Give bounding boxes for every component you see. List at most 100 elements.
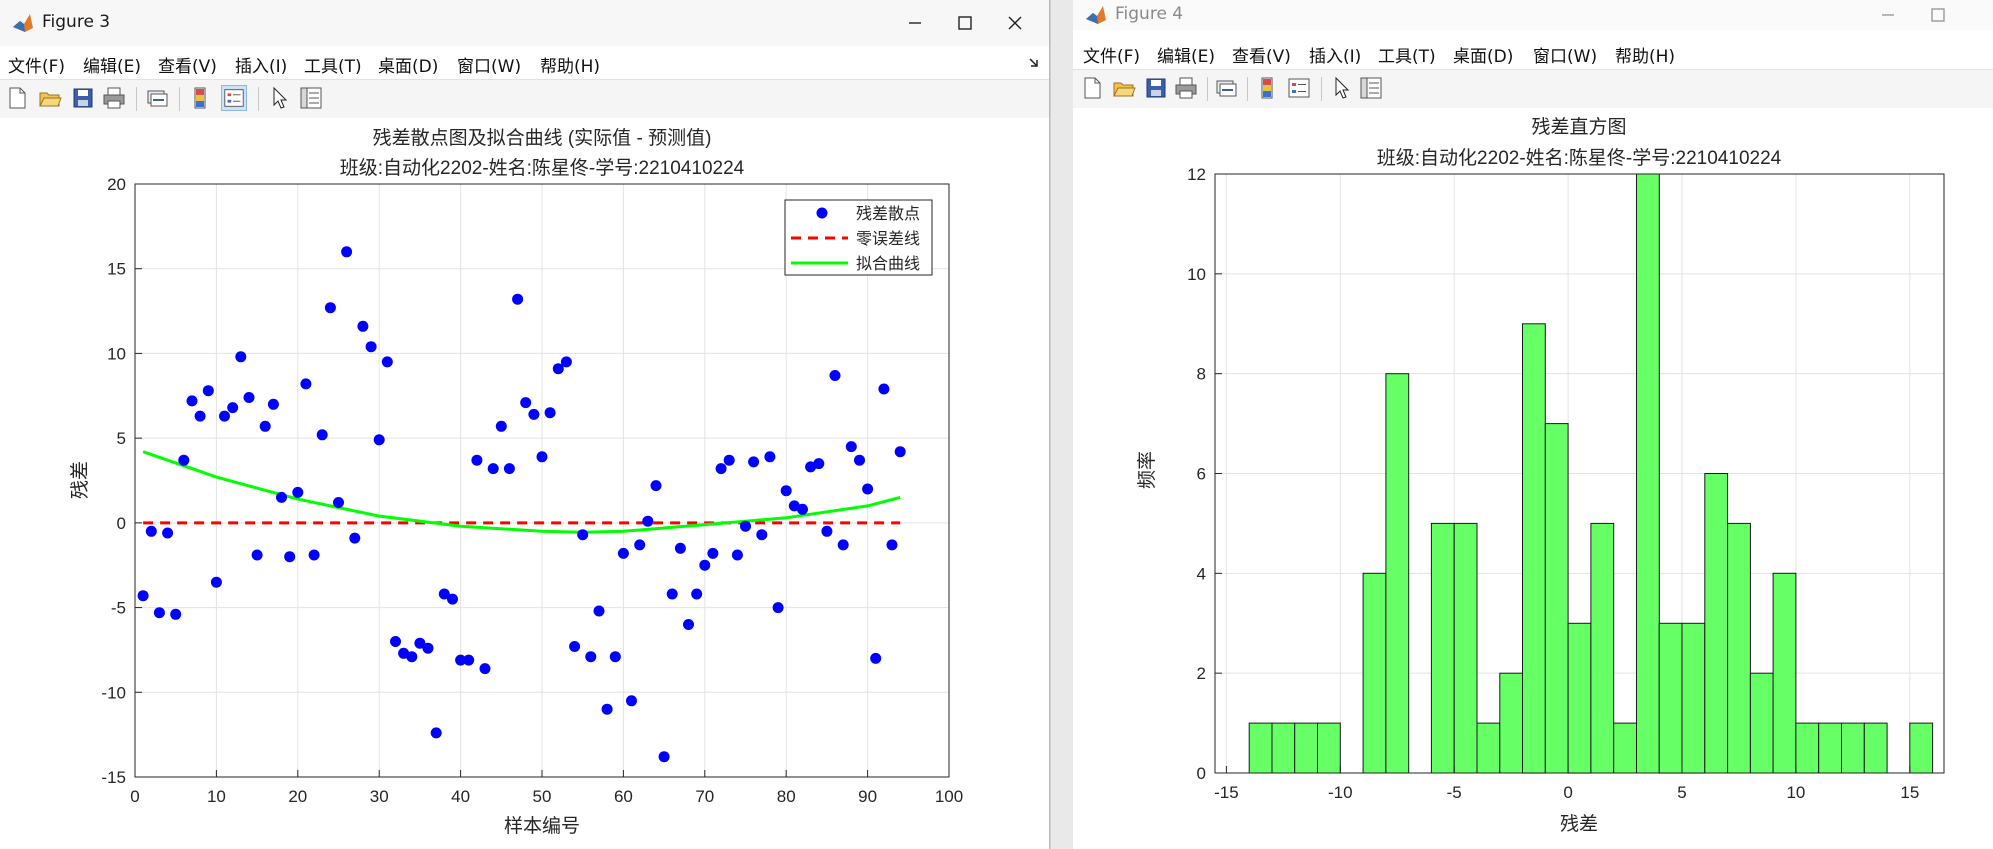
histogram-bar: [1863, 722, 1888, 774]
residual-point: [471, 454, 483, 466]
histogram-bar: [1385, 373, 1410, 774]
new-figure-icon[interactable]: [4, 85, 30, 111]
x-axis-label: 残差: [1560, 813, 1598, 835]
legend[interactable]: 残差散点 零误差线 拟合曲线: [784, 199, 933, 276]
maximize-button[interactable]: [1918, 2, 1958, 32]
open-file-icon[interactable]: [1111, 75, 1137, 101]
residual-point: [585, 651, 597, 663]
property-inspector-icon[interactable]: [1358, 75, 1384, 101]
residual-point: [373, 434, 385, 446]
histogram-bar: [1841, 722, 1865, 774]
residual-point: [731, 549, 743, 561]
link-plot-icon[interactable]: [1213, 75, 1239, 101]
x-tick-label: 5: [1677, 783, 1686, 802]
title-bar[interactable]: Figure 4: [1073, 0, 1993, 30]
residual-point: [170, 608, 182, 620]
residual-point: [438, 588, 450, 600]
y-tick-label: 4: [1197, 564, 1206, 583]
y-tick-label: -5: [111, 599, 126, 618]
menu-view[interactable]: 查看(V): [1232, 47, 1291, 67]
histogram-bar: [1294, 722, 1318, 774]
y-tick-label: 12: [1187, 165, 1206, 184]
save-icon[interactable]: [70, 85, 96, 111]
residual-point: [487, 463, 499, 475]
residual-point: [699, 559, 711, 571]
histogram-bar: [1590, 522, 1615, 774]
menu-file[interactable]: 文件(F): [8, 57, 66, 77]
print-icon[interactable]: [1173, 75, 1199, 101]
legend-marker-residuals: [816, 207, 828, 219]
menu-tools[interactable]: 工具(T): [304, 57, 362, 77]
residual-point: [202, 385, 214, 397]
property-inspector-icon[interactable]: [298, 85, 324, 111]
x-tick-label: 70: [695, 787, 714, 806]
residual-point: [642, 515, 654, 527]
menu-edit[interactable]: 编辑(E): [1157, 47, 1216, 67]
menu-file[interactable]: 文件(F): [1083, 47, 1141, 67]
y-tick-label: 10: [1187, 265, 1206, 284]
histogram-bar: [1453, 522, 1478, 774]
residual-point: [349, 532, 361, 544]
menu-window[interactable]: 窗口(W): [457, 57, 522, 77]
residual-point: [227, 402, 239, 414]
menu-insert[interactable]: 插入(I): [1309, 47, 1362, 67]
residual-point: [381, 356, 393, 368]
residual-point: [772, 602, 784, 614]
new-figure-icon[interactable]: [1079, 75, 1105, 101]
maximize-button[interactable]: [945, 8, 985, 38]
close-button[interactable]: [995, 8, 1035, 38]
residual-point: [707, 547, 719, 559]
x-tick-label: 30: [370, 787, 389, 806]
residual-point: [740, 520, 751, 532]
x-tick-label: 0: [130, 787, 139, 806]
menu-insert[interactable]: 插入(I): [235, 57, 288, 77]
minimize-button[interactable]: [895, 8, 935, 38]
residual-point: [715, 463, 727, 475]
residual-point: [780, 485, 792, 497]
residual-point: [878, 383, 890, 395]
save-icon[interactable]: [1143, 75, 1169, 101]
residual-point: [886, 539, 898, 551]
menu-view[interactable]: 查看(V): [158, 57, 217, 77]
residual-point: [479, 663, 491, 675]
minimize-button[interactable]: [1868, 2, 1908, 32]
menu-tools[interactable]: 工具(T): [1378, 47, 1436, 67]
menu-help[interactable]: 帮助(H): [1615, 47, 1676, 67]
y-tick-label: 10: [107, 344, 126, 363]
title-bar[interactable]: Figure 3: [0, 0, 1049, 46]
residual-point: [316, 429, 328, 441]
colorbar-icon[interactable]: [187, 85, 213, 111]
menu-window[interactable]: 窗口(W): [1533, 47, 1598, 67]
residual-point: [666, 588, 678, 600]
residual-point: [186, 395, 198, 407]
y-axis-ticks: -15 -10 -5 0 5 10 15 20: [101, 175, 142, 787]
menu-edit[interactable]: 编辑(E): [83, 57, 142, 77]
residual-point: [194, 410, 206, 422]
open-file-icon[interactable]: [37, 85, 63, 111]
menu-help[interactable]: 帮助(H): [540, 57, 601, 77]
colorbar-icon[interactable]: [1254, 75, 1280, 101]
histogram-bar: [1567, 622, 1592, 774]
legend-icon[interactable]: [1286, 75, 1312, 101]
dock-arrow-icon[interactable]: [1027, 56, 1041, 70]
residual-point: [300, 378, 312, 390]
residual-point: [577, 529, 589, 541]
residual-point: [691, 588, 703, 600]
residual-point: [455, 654, 467, 666]
print-icon[interactable]: [101, 85, 127, 111]
residual-point: [178, 454, 190, 466]
link-plot-icon[interactable]: [144, 85, 170, 111]
matlab-icon: [1086, 6, 1106, 24]
cursor-icon[interactable]: [1328, 75, 1354, 101]
menu-desktop[interactable]: 桌面(D): [1453, 47, 1514, 67]
x-tick-label: -10: [1328, 783, 1353, 802]
legend-icon[interactable]: [221, 85, 247, 111]
toolbar-separator: [1321, 77, 1322, 101]
cursor-icon[interactable]: [266, 85, 292, 111]
y-tick-label: 2: [1197, 664, 1206, 683]
residual-point: [333, 497, 344, 508]
y-tick-label: 0: [117, 514, 126, 533]
matlab-icon: [13, 14, 33, 32]
menu-desktop[interactable]: 桌面(D): [378, 57, 439, 77]
residual-point: [284, 551, 296, 563]
